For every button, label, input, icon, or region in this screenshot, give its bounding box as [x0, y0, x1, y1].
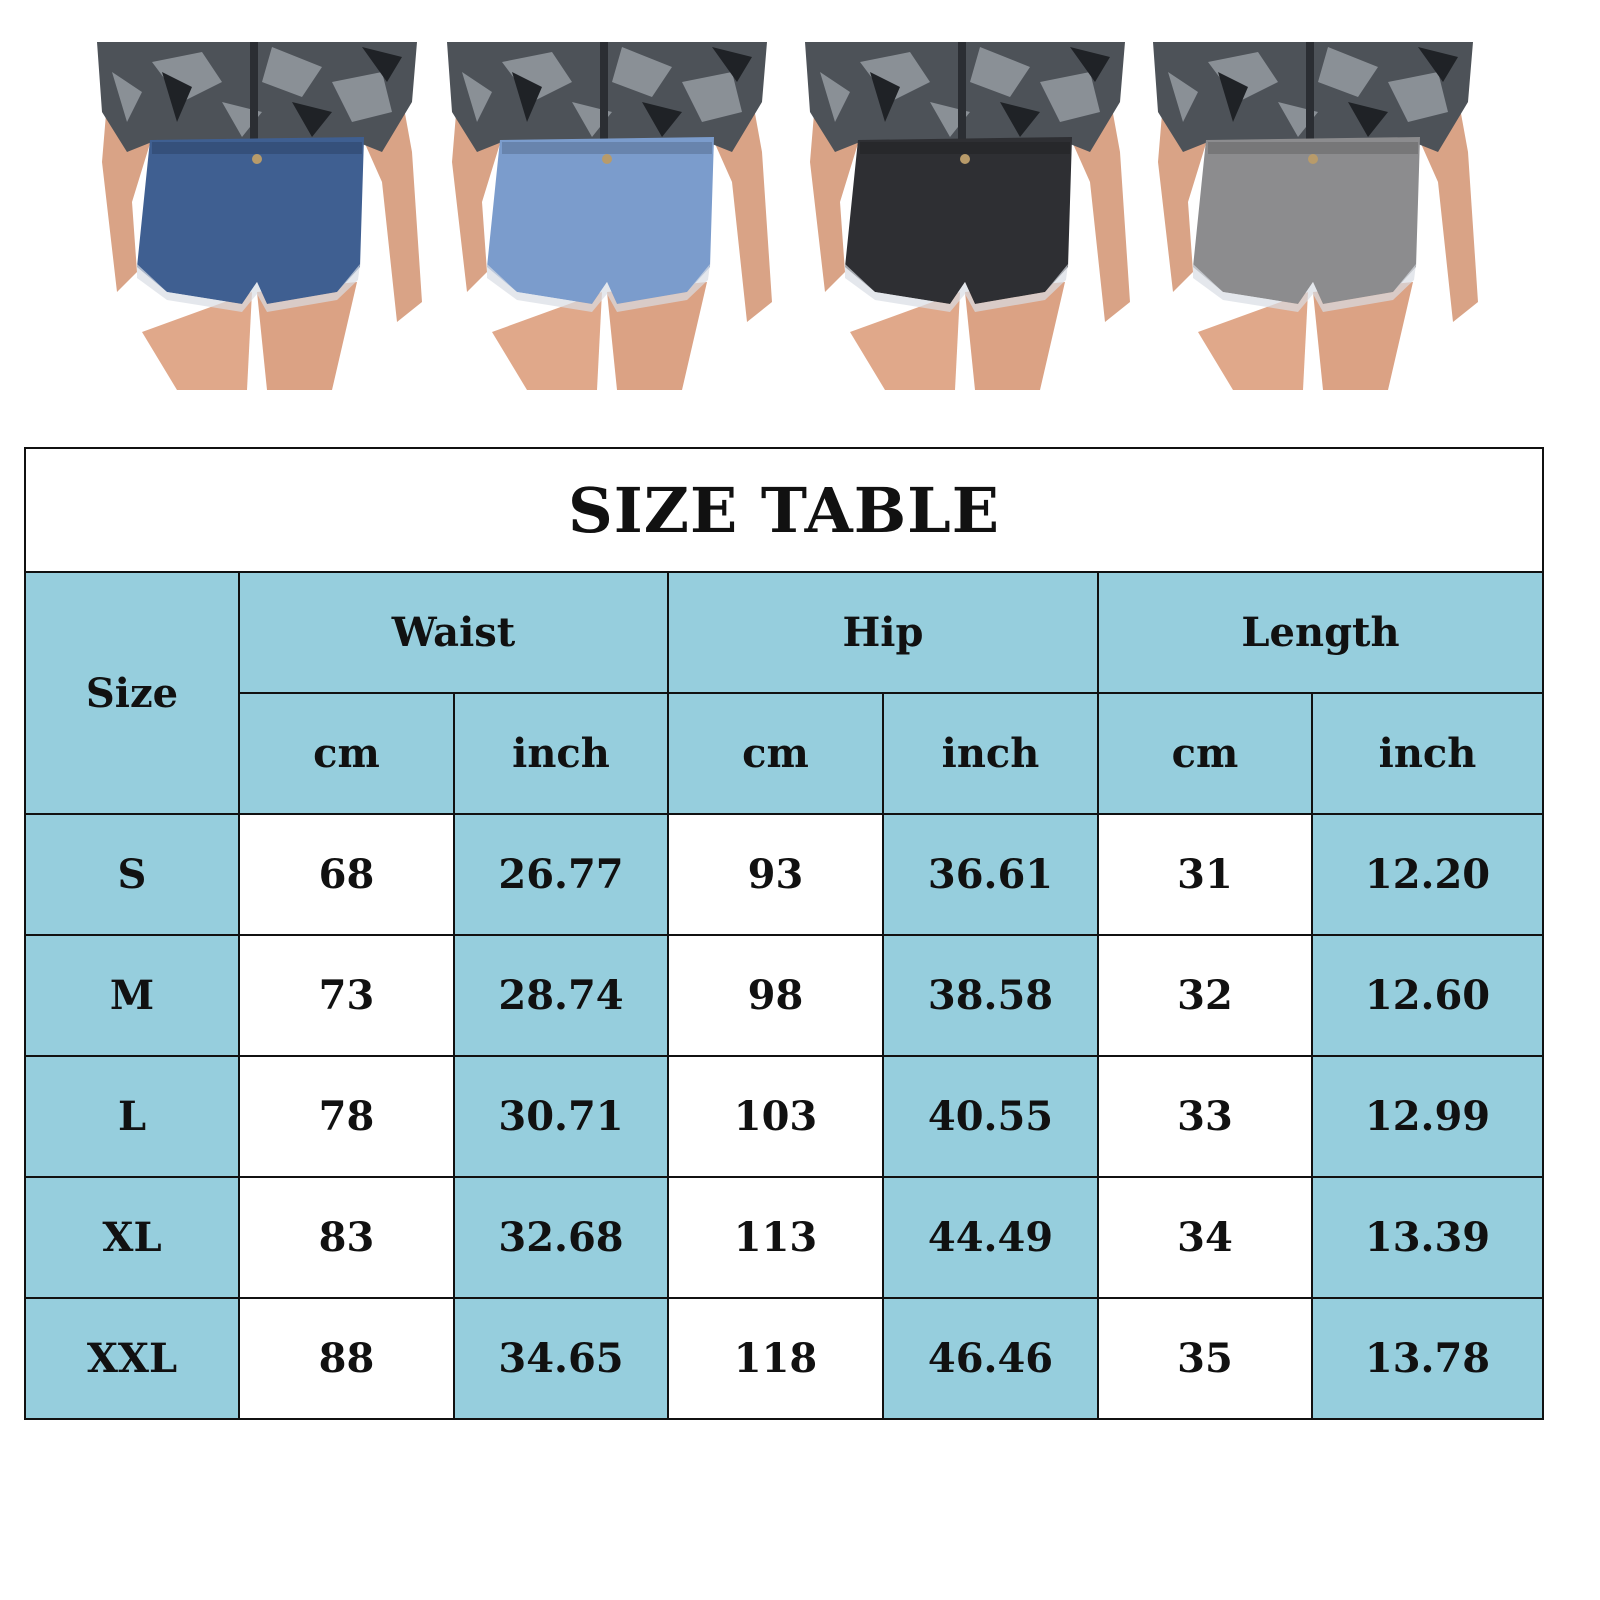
unit-header: inch — [1311, 692, 1544, 815]
size-cell: XL — [24, 1176, 240, 1299]
value-cell: 35 — [1097, 1297, 1313, 1420]
value-cell: 73 — [238, 934, 455, 1057]
value-cell: 26.77 — [453, 813, 669, 936]
value-cell: 68 — [238, 813, 455, 936]
value-cell: 88 — [238, 1297, 455, 1420]
product-photo-dark-blue — [92, 42, 422, 390]
value-cell: 36.61 — [882, 813, 1099, 936]
value-cell: 118 — [667, 1297, 884, 1420]
value-cell: 12.60 — [1311, 934, 1544, 1057]
value-cell: 40.55 — [882, 1055, 1099, 1178]
table-row: L 78 30.71 103 40.55 33 12.99 — [24, 1055, 1544, 1178]
size-cell: M — [24, 934, 240, 1057]
value-cell: 31 — [1097, 813, 1313, 936]
group-header-hip: Hip — [667, 571, 1099, 694]
group-header-waist: Waist — [238, 571, 669, 694]
unit-header: cm — [667, 692, 884, 815]
value-cell: 28.74 — [453, 934, 669, 1057]
size-cell: S — [24, 813, 240, 936]
product-photo-black — [800, 42, 1130, 390]
value-cell: 83 — [238, 1176, 455, 1299]
value-cell: 46.46 — [882, 1297, 1099, 1420]
value-cell: 13.39 — [1311, 1176, 1544, 1299]
table-row: M 73 28.74 98 38.58 32 12.60 — [24, 934, 1544, 1057]
unit-header: inch — [453, 692, 669, 815]
value-cell: 34.65 — [453, 1297, 669, 1420]
value-cell: 78 — [238, 1055, 455, 1178]
table-row: XXL 88 34.65 118 46.46 35 13.78 — [24, 1297, 1544, 1420]
value-cell: 12.20 — [1311, 813, 1544, 936]
size-header: Size — [24, 571, 240, 815]
value-cell: 98 — [667, 934, 884, 1057]
size-cell: XXL — [24, 1297, 240, 1420]
group-header-length: Length — [1097, 571, 1544, 694]
product-photo-grey — [1148, 42, 1478, 390]
size-cell: L — [24, 1055, 240, 1178]
value-cell: 13.78 — [1311, 1297, 1544, 1420]
value-cell: 44.49 — [882, 1176, 1099, 1299]
unit-header: inch — [882, 692, 1099, 815]
table-row: S 68 26.77 93 36.61 31 12.20 — [24, 813, 1544, 936]
table-title: SIZE TABLE — [24, 447, 1544, 573]
unit-header: cm — [1097, 692, 1313, 815]
value-cell: 34 — [1097, 1176, 1313, 1299]
value-cell: 32.68 — [453, 1176, 669, 1299]
value-cell: 30.71 — [453, 1055, 669, 1178]
table-row: XL 83 32.68 113 44.49 34 13.39 — [24, 1176, 1544, 1299]
unit-header: cm — [238, 692, 455, 815]
value-cell: 33 — [1097, 1055, 1313, 1178]
value-cell: 93 — [667, 813, 884, 936]
value-cell: 38.58 — [882, 934, 1099, 1057]
value-cell: 32 — [1097, 934, 1313, 1057]
product-photo-light-blue — [442, 42, 772, 390]
value-cell: 103 — [667, 1055, 884, 1178]
value-cell: 113 — [667, 1176, 884, 1299]
value-cell: 12.99 — [1311, 1055, 1544, 1178]
size-table: SIZE TABLE Size Waist Hip Length cm inch c… — [24, 447, 1544, 1420]
